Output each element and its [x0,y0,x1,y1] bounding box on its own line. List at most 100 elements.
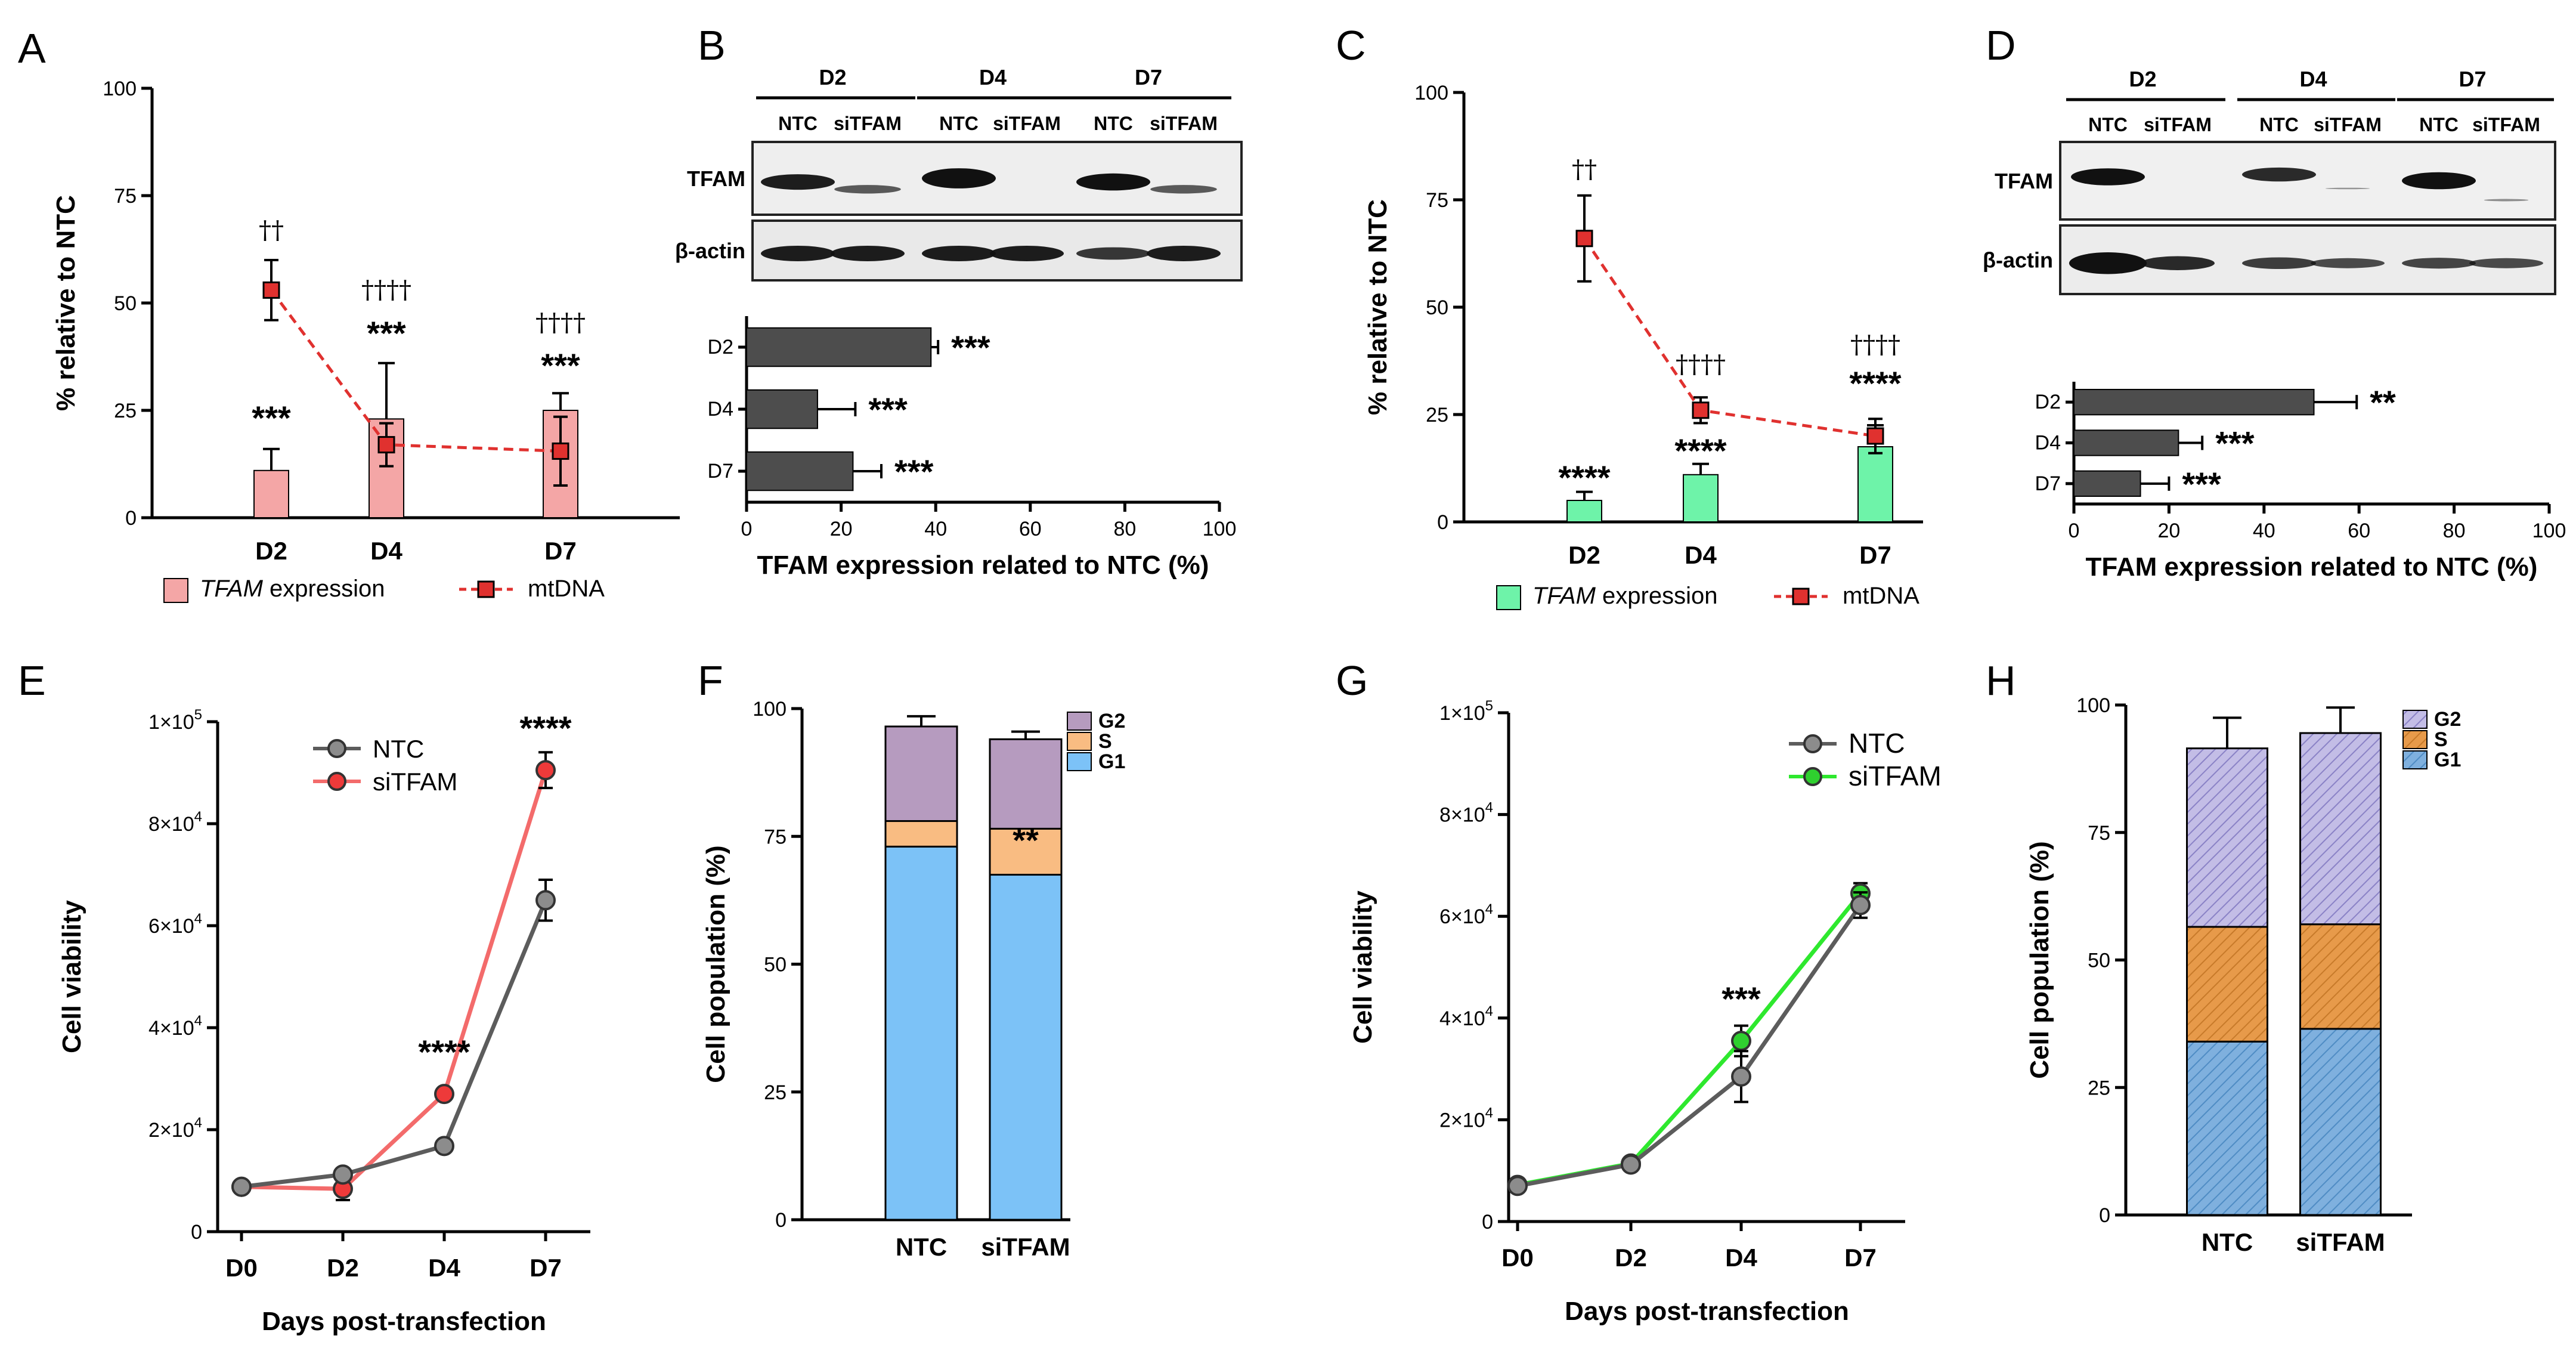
legend-label: S [2434,728,2448,751]
significance-stars: *** [951,329,990,366]
y-tick-label: D4 [2035,432,2061,454]
mtdna-point [1866,427,1884,445]
chart-area: 0 20 40 60 80 100 D2 *** D4 *** D7 *** TFAM expressi… [708,316,1236,580]
x-tick-label: 80 [2443,520,2466,542]
legend-swatch [2402,710,2428,729]
legend-swatch [1067,712,1092,731]
blot-band [834,185,901,194]
mtdna-point [377,436,395,454]
legend-marker [477,580,495,598]
x-tick-label: 60 [1019,518,1042,540]
panel-label: B [698,22,726,69]
mtdna-line [270,289,561,453]
panel-a: A 0 25 50 75 100 % relative to NTC D2 D4 D7 *** ††… [18,25,680,603]
x-tick-label: 0 [741,518,753,540]
blot-lane-label: NTC [939,113,979,134]
legend-label: G2 [2434,708,2461,731]
exponent: 4 [194,1115,202,1131]
legend-label: G2 [1098,710,1125,732]
y-tick-label: 0 [125,507,137,530]
y-tick-label: 1×105 [1439,698,1493,725]
x-axis-label: Days post-transfection [262,1307,546,1336]
blot-band [922,246,996,261]
mtdna-point [1575,230,1593,248]
legend-swatch-bar [1496,585,1521,610]
significance-stars: *** [367,314,406,352]
western-blot: D2 D4 D7 NTC siTFAM NTC siTFAM NTC siTFAM TFAM β-a… [1983,67,2556,295]
series-line [241,769,548,1191]
mtdna-point [262,281,280,299]
x-tick-label: D2 [1615,1244,1647,1272]
y-tick-label: 4×104 [148,1013,202,1040]
bar [253,469,289,518]
series-point [231,1176,252,1197]
significance-stars: *** [1722,980,1761,1018]
legend-label: siTFAM [1849,760,1942,791]
blot-band [990,246,1064,261]
x-tick-label: D7 [530,1254,562,1282]
stack-segment [2186,747,2268,928]
panel-label: F [698,657,723,704]
stack-segment [884,820,958,848]
significance-daggers: †††† [361,275,411,304]
significance-daggers: †† [259,215,284,245]
exponent: 4 [1485,1003,1493,1019]
y-tick-label: 25 [2088,1077,2110,1099]
significance-stars: **** [519,709,571,747]
legend-swatch [1067,732,1092,751]
blot-band [831,246,905,261]
legend-marker [1803,767,1822,786]
y-tick-label: 100 [2076,694,2110,717]
stack-segment [989,874,1063,1221]
x-tick-label: D4 [1685,541,1717,569]
series-point [434,1136,454,1157]
mtdna-point [1692,401,1710,419]
blot-group-label: D7 [1135,65,1162,89]
y-tick-label: 100 [1414,82,1448,104]
bar [1683,474,1719,522]
x-tick-label: siTFAM [2296,1228,2385,1256]
stack-segment [2186,1040,2268,1216]
y-tick-label: 1×105 [148,707,202,734]
significance-stars: *** [2215,425,2255,462]
significance-stars: *** [2182,465,2221,503]
series-point [535,760,556,781]
exponent: 4 [1485,901,1493,917]
legend-marker [327,739,346,758]
y-axis-label: Cell viability [1348,891,1377,1044]
y-tick-label: 4×104 [1439,1003,1493,1030]
stack-segment [2299,732,2382,926]
legend-marker [1792,588,1810,605]
blot-group-label: D7 [2459,67,2486,91]
panel-label: A [18,25,46,72]
series-point [333,1164,353,1185]
x-tick-label: siTFAM [981,1233,1070,1261]
x-tick-label: 20 [830,518,853,540]
legend-label-bar: TFAM expression [1532,583,1717,609]
x-tick-label: 20 [2157,520,2180,542]
x-tick-label: 100 [2532,520,2566,542]
mtdna-line [1583,237,1876,438]
legend-label-line: mtDNA [1843,583,1919,609]
blot-lane-label: siTFAM [834,113,902,134]
panel-label: C [1336,22,1366,69]
y-tick-label: 25 [1426,404,1448,426]
y-tick-label: 8×104 [148,809,202,836]
y-axis-label: % relative to NTC [1363,199,1392,415]
x-tick-label: D2 [1568,541,1600,569]
y-tick-label: D2 [2035,391,2061,413]
y-tick-label: 50 [2088,950,2110,972]
y-axis-label: % relative to NTC [51,195,80,411]
x-axis-label: TFAM expression related to NTC (%) [2086,552,2538,582]
x-tick-label: D0 [1501,1244,1534,1272]
blot-lane-label: NTC [2419,114,2459,135]
x-axis-label: TFAM expression related to NTC (%) [757,551,1209,580]
blot-band [2469,258,2543,268]
x-tick-label: D4 [370,537,402,565]
western-blot: D2 D4 D7 NTC siTFAM NTC siTFAM NTC siTFAM TFAM β-a… [675,65,1243,282]
y-tick-label: 100 [103,78,137,100]
series-point [1850,895,1871,916]
y-tick-label: 25 [114,400,137,422]
panel-c: C 0 25 50 75 100 % relative to NTC D2 D4 D7 **** †… [1336,22,1923,610]
panel-label: D [1986,22,2016,69]
